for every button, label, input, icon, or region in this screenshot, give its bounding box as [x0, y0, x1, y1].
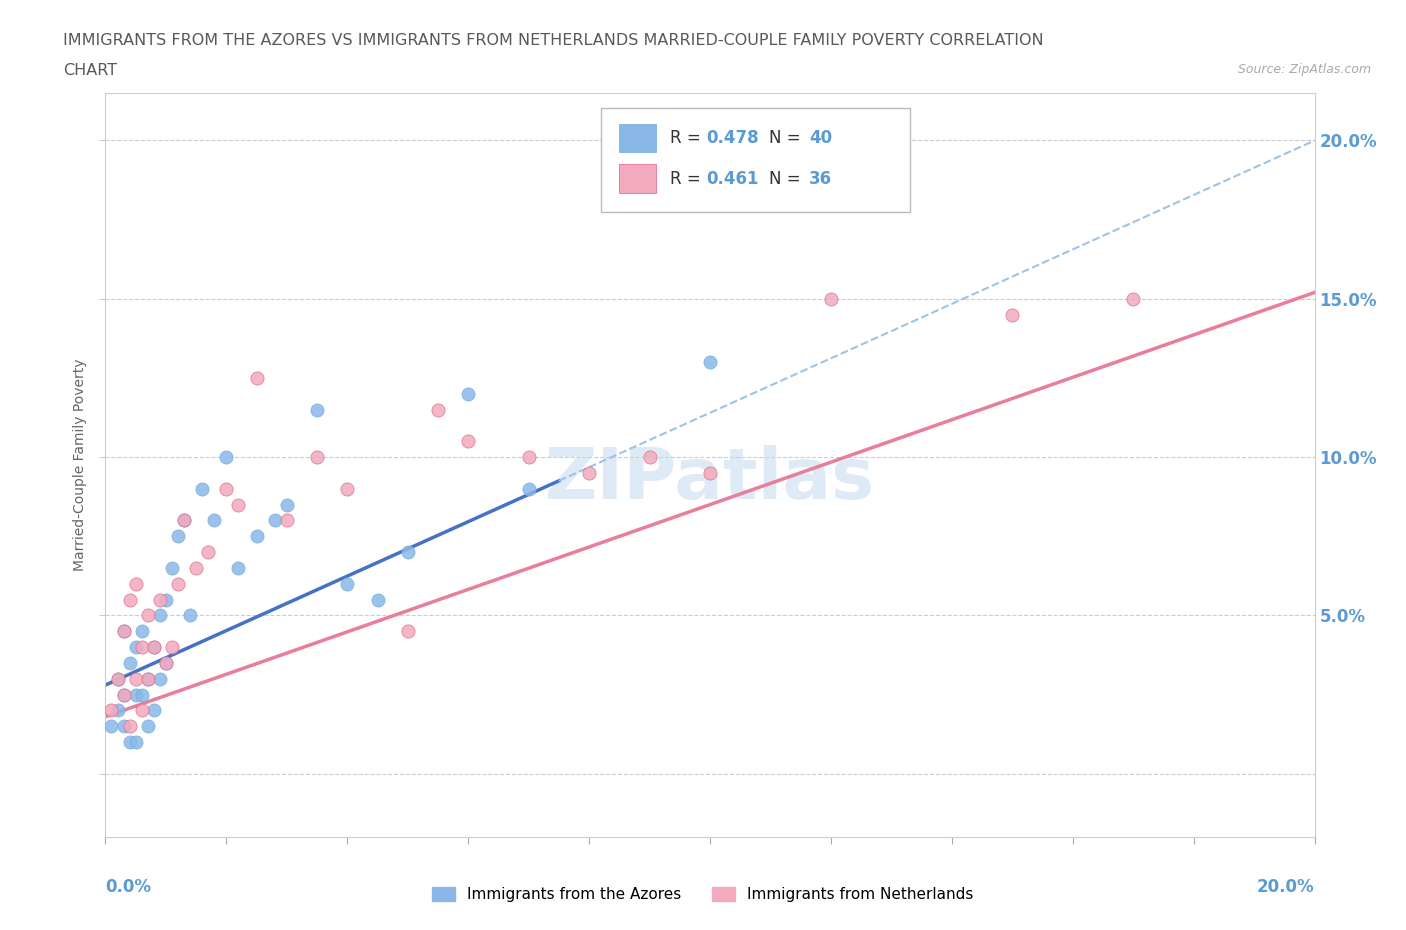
- Point: [107, 703, 129, 718]
- Point: [1001, 307, 1024, 322]
- Y-axis label: Married-Couple Family Poverty: Married-Couple Family Poverty: [73, 359, 87, 571]
- Text: CHART: CHART: [63, 63, 117, 78]
- Point: [100, 703, 122, 718]
- Point: [307, 402, 329, 417]
- Point: [142, 703, 165, 718]
- Text: 0.0%: 0.0%: [105, 878, 152, 897]
- Point: [197, 545, 219, 560]
- Text: 36: 36: [810, 169, 832, 188]
- Point: [246, 370, 269, 385]
- Point: [699, 354, 721, 369]
- Point: [276, 513, 298, 528]
- Point: [107, 671, 129, 686]
- Point: [149, 608, 172, 623]
- Point: [125, 687, 148, 702]
- Point: [125, 577, 148, 591]
- Point: [215, 449, 238, 464]
- Text: R =: R =: [671, 128, 706, 147]
- Point: [699, 466, 721, 481]
- Point: [118, 719, 141, 734]
- Point: [276, 498, 298, 512]
- Point: [155, 656, 177, 671]
- Point: [263, 513, 285, 528]
- Point: [336, 577, 359, 591]
- Text: 40: 40: [810, 128, 832, 147]
- Point: [820, 291, 842, 306]
- Point: [186, 561, 208, 576]
- Point: [246, 529, 269, 544]
- Point: [160, 561, 183, 576]
- Point: [112, 687, 135, 702]
- Text: 0.478: 0.478: [706, 128, 759, 147]
- Point: [118, 735, 141, 750]
- Point: [457, 433, 479, 448]
- Point: [136, 671, 159, 686]
- Point: [112, 719, 135, 734]
- Point: [427, 402, 450, 417]
- Point: [100, 719, 122, 734]
- Point: [131, 624, 153, 639]
- Text: N =: N =: [769, 169, 806, 188]
- Point: [131, 640, 153, 655]
- Point: [457, 386, 479, 401]
- Point: [112, 624, 135, 639]
- Point: [125, 671, 148, 686]
- Text: 0.461: 0.461: [706, 169, 759, 188]
- Text: ZIPatlas: ZIPatlas: [546, 445, 875, 514]
- Point: [578, 466, 600, 481]
- Point: [155, 592, 177, 607]
- Point: [609, 196, 631, 211]
- Text: R =: R =: [671, 169, 706, 188]
- Point: [136, 671, 159, 686]
- FancyBboxPatch shape: [602, 108, 910, 212]
- Point: [307, 449, 329, 464]
- Point: [202, 513, 225, 528]
- Point: [112, 687, 135, 702]
- Point: [149, 671, 172, 686]
- Point: [517, 449, 540, 464]
- Point: [118, 656, 141, 671]
- Point: [160, 640, 183, 655]
- Point: [1122, 291, 1144, 306]
- Point: [215, 482, 238, 497]
- Point: [125, 640, 148, 655]
- Point: [366, 592, 388, 607]
- Point: [142, 640, 165, 655]
- Point: [107, 671, 129, 686]
- Point: [173, 513, 195, 528]
- Point: [131, 687, 153, 702]
- Point: [149, 592, 172, 607]
- Legend: Immigrants from the Azores, Immigrants from Netherlands: Immigrants from the Azores, Immigrants f…: [426, 881, 980, 909]
- Point: [191, 482, 214, 497]
- Point: [228, 561, 250, 576]
- Point: [173, 513, 195, 528]
- Point: [396, 545, 419, 560]
- Point: [155, 656, 177, 671]
- Point: [125, 735, 148, 750]
- Text: Source: ZipAtlas.com: Source: ZipAtlas.com: [1237, 63, 1371, 76]
- Point: [179, 608, 201, 623]
- Point: [517, 482, 540, 497]
- Point: [336, 482, 359, 497]
- Point: [142, 640, 165, 655]
- Point: [167, 577, 190, 591]
- Point: [228, 498, 250, 512]
- Point: [136, 719, 159, 734]
- Point: [118, 592, 141, 607]
- Point: [638, 449, 661, 464]
- Point: [167, 529, 190, 544]
- Text: 20.0%: 20.0%: [1257, 878, 1315, 897]
- Point: [131, 703, 153, 718]
- FancyBboxPatch shape: [620, 165, 655, 193]
- Text: N =: N =: [769, 128, 806, 147]
- Point: [396, 624, 419, 639]
- Point: [136, 608, 159, 623]
- Text: IMMIGRANTS FROM THE AZORES VS IMMIGRANTS FROM NETHERLANDS MARRIED-COUPLE FAMILY : IMMIGRANTS FROM THE AZORES VS IMMIGRANTS…: [63, 33, 1043, 47]
- Point: [112, 624, 135, 639]
- FancyBboxPatch shape: [620, 124, 655, 152]
